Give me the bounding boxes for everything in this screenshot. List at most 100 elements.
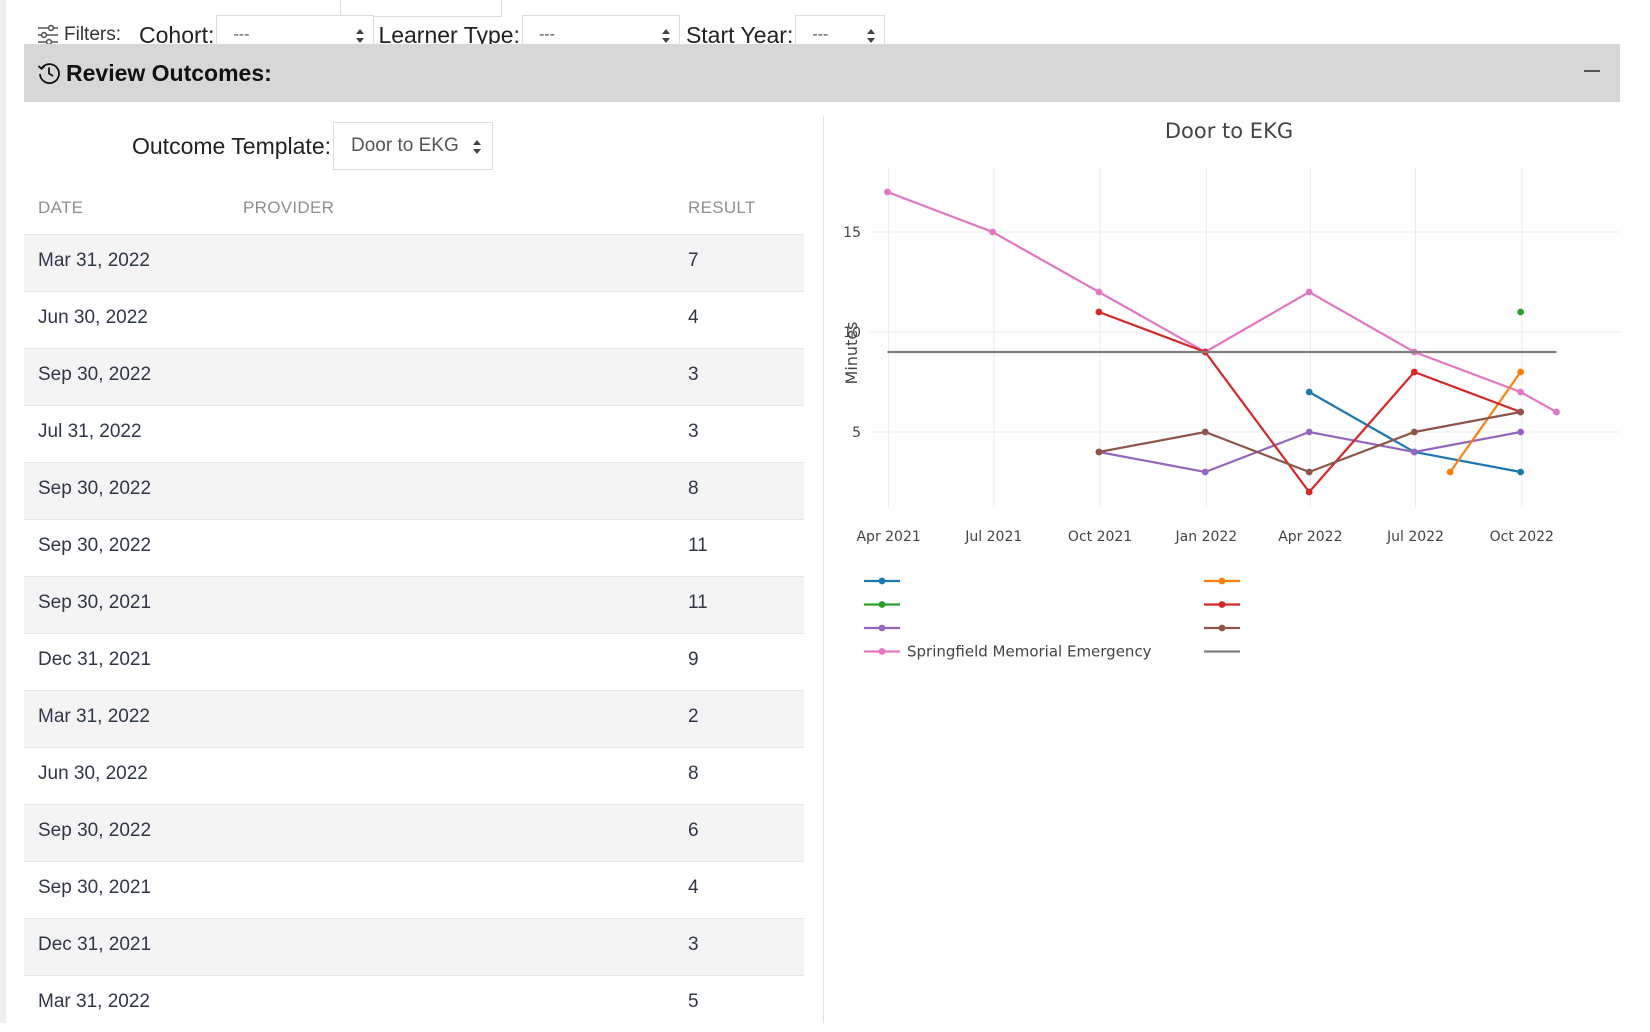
data-point [1201,468,1209,476]
legend-marker [878,577,886,585]
history-icon [37,63,60,84]
cell-date: Sep 30, 2022 [38,364,152,385]
data-point [1517,468,1525,476]
legend-marker [878,624,886,632]
chart-series-layer [884,188,1560,496]
legend-item [864,577,900,585]
data-point [989,228,997,236]
legend-marker [1218,624,1226,632]
select-arrows-icon [473,140,482,154]
outcome-template-label: Outcome Template: [132,132,332,159]
legend-item [1204,624,1240,632]
data-point [1305,428,1313,436]
x-tick-label: Apr 2021 [856,529,920,545]
outcome-template-select[interactable]: Door to EKG [333,122,494,170]
data-point [1410,428,1418,436]
data-point [1410,368,1418,376]
series-line-4 [1449,371,1522,473]
header-result[interactable]: RESULT [688,198,756,217]
cell-result: 4 [688,877,699,898]
table-row[interactable]: Mar 31, 2022 7 [24,234,804,291]
legend-item [1204,601,1240,608]
start-year-label: Start Year: [685,21,794,48]
data-point [1305,288,1313,296]
cell-result: 8 [688,478,699,499]
cell-date: Sep 30, 2022 [38,820,152,841]
legend-marker [1218,577,1226,585]
data-point [1095,448,1103,456]
cell-result: 2 [688,706,699,727]
table-row[interactable]: Sep 30, 2022 8 [24,462,804,519]
cell-result: 3 [688,421,699,442]
cell-result: 4 [688,307,699,328]
data-point [1517,408,1525,416]
data-point [1305,388,1313,396]
table-row[interactable]: Sep 30, 2022 11 [24,519,804,576]
y-tick-label: 5 [852,425,861,441]
table-row[interactable]: Sep 30, 2021 4 [24,861,804,918]
panel-divider [823,116,824,1023]
table-row[interactable]: Jul 31, 2022 3 [24,405,804,462]
collapse-button[interactable] [1584,70,1600,72]
select-arrows-icon [661,29,670,43]
section-title: Review Outcomes: [66,60,272,86]
table-row[interactable]: Jun 30, 2022 4 [24,291,804,348]
table-row[interactable]: Dec 31, 2021 9 [24,633,804,690]
cell-date: Sep 30, 2022 [38,535,152,556]
y-tick-label: 10 [843,325,861,341]
data-point [884,188,891,196]
table-body: Mar 31, 2022 7 Jun 30, 2022 4 Sep 30, 2022… [24,234,804,1032]
series-line-2 [1098,430,1521,474]
cell-date: Mar 31, 2022 [38,991,150,1012]
cell-result: 3 [688,934,699,955]
data-point [1517,388,1525,396]
data-point [1410,448,1418,456]
cell-date: Sep 30, 2022 [38,478,152,499]
x-tick-label: Oct 2022 [1490,529,1554,545]
table-row[interactable]: Jun 30, 2022 8 [24,747,804,804]
filters-label: Filters: [64,24,121,45]
door-to-ekg-chart: Door to EKG Minutes 5 10 15 Apr 2021 Jul 202… [824,110,1650,670]
legend-marker [878,648,886,655]
cell-result: 5 [688,991,699,1012]
cell-date: Dec 31, 2021 [38,649,152,670]
cell-result: 6 [688,820,699,841]
outcomes-table: DATE PROVIDER RESULT Mar 31, 2022 7 Jun 3… [24,188,804,1032]
cell-result: 11 [688,592,708,613]
data-point [1517,368,1525,376]
legend-marker [1218,601,1226,608]
cell-date: Jun 30, 2022 [38,307,148,328]
cell-date: Mar 31, 2022 [38,250,150,271]
cohort-label: Cohort: [139,21,215,48]
table-row[interactable]: Mar 31, 2022 5 [24,975,804,1032]
cell-result: 7 [688,250,699,271]
cell-result: 8 [688,763,699,784]
table-row[interactable]: Dec 31, 2021 3 [24,918,804,975]
header-provider[interactable]: PROVIDER [243,198,335,217]
cell-result: 11 [688,535,708,556]
table-row[interactable]: Sep 30, 2022 6 [24,804,804,861]
data-point [1517,308,1525,316]
cell-date: Sep 30, 2021 [38,592,152,613]
table-row[interactable]: Sep 30, 2021 11 [24,576,804,633]
data-point [1517,428,1525,436]
header-date[interactable]: DATE [38,198,84,217]
table-row[interactable]: Mar 31, 2022 2 [24,690,804,747]
data-point [1201,428,1209,436]
cell-date: Dec 31, 2021 [38,934,152,955]
data-point [1095,288,1103,296]
legend-item: Springfield Memorial Emergency [864,643,1152,661]
start-year-select-value: --- [812,26,829,43]
page-left-edge [0,0,6,1023]
select-arrows-icon [867,29,876,43]
review-outcomes-header: Review Outcomes: [24,44,1620,102]
data-point [1305,468,1313,476]
chart-title: Door to EKG [1165,119,1293,143]
legend-marker [878,601,886,608]
legend-item [1204,577,1240,585]
table-row[interactable]: Sep 30, 2022 3 [24,348,804,405]
data-point [1446,468,1454,476]
outcome-template-value: Door to EKG [351,135,459,156]
x-tick-label: Jul 2021 [964,529,1022,545]
chart-grid: 5 10 15 Apr 2021 Jul 2021 Oct 2021 Jan 2022 Apr… [843,168,1620,545]
